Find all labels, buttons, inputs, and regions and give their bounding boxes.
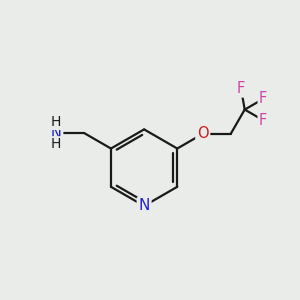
Text: F: F (259, 113, 267, 128)
Text: H: H (51, 137, 62, 151)
Text: F: F (259, 92, 267, 106)
Text: N: N (51, 126, 62, 141)
Text: F: F (237, 81, 245, 96)
Text: O: O (197, 126, 208, 141)
Text: N: N (138, 198, 150, 213)
Text: H: H (51, 115, 62, 129)
